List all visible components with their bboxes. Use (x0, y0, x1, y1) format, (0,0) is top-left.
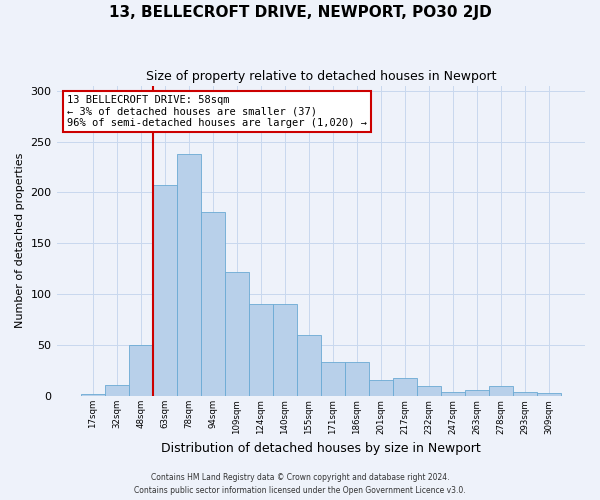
Text: Contains HM Land Registry data © Crown copyright and database right 2024.
Contai: Contains HM Land Registry data © Crown c… (134, 474, 466, 495)
Bar (249, 304, 273, 396)
Bar (297, 335, 321, 396)
Text: 13, BELLECROFT DRIVE, NEWPORT, PO30 2JD: 13, BELLECROFT DRIVE, NEWPORT, PO30 2JD (109, 5, 491, 20)
Bar (441, 392, 465, 396)
Bar (273, 304, 297, 396)
Bar (417, 386, 441, 396)
Bar (152, 186, 176, 396)
Bar (176, 154, 200, 396)
Bar (200, 212, 224, 396)
Bar (393, 378, 417, 396)
Title: Size of property relative to detached houses in Newport: Size of property relative to detached ho… (146, 70, 496, 83)
Bar (489, 386, 513, 396)
Bar (128, 345, 152, 396)
Bar (321, 362, 345, 396)
Y-axis label: Number of detached properties: Number of detached properties (15, 153, 25, 328)
Bar (537, 393, 561, 396)
X-axis label: Distribution of detached houses by size in Newport: Distribution of detached houses by size … (161, 442, 481, 455)
Bar (80, 394, 104, 396)
Bar (104, 385, 128, 396)
Bar (345, 362, 369, 396)
Bar (369, 380, 393, 396)
Bar (224, 272, 249, 396)
Bar (513, 392, 537, 396)
Bar (465, 390, 489, 396)
Text: 13 BELLECROFT DRIVE: 58sqm
← 3% of detached houses are smaller (37)
96% of semi-: 13 BELLECROFT DRIVE: 58sqm ← 3% of detac… (67, 95, 367, 128)
